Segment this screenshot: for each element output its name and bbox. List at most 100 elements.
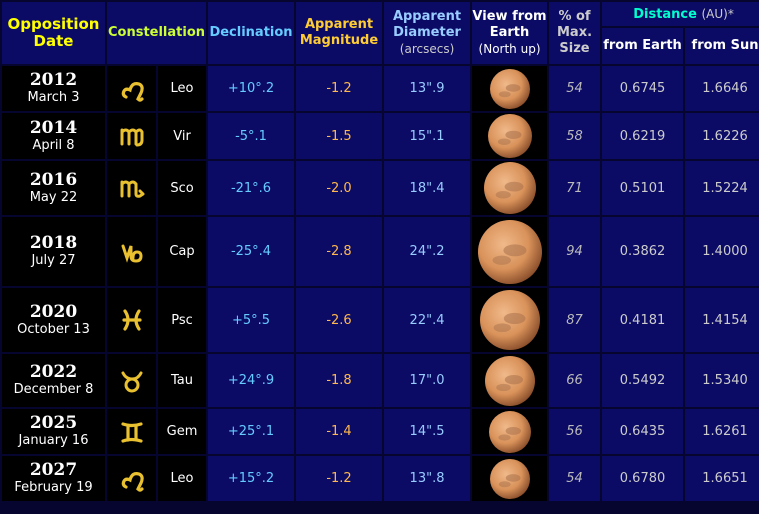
opposition-month-day: July 27 [31,253,76,268]
opposition-date-cell: 2016 May 22 [2,161,105,215]
declination-value: +25°.1 [208,409,295,454]
distance-from-sun-value: 1.6226 [685,113,759,159]
distance-from-earth-value: 0.5101 [602,161,684,215]
declination-value: -5°.1 [208,113,295,159]
header-percent-max-label: % of Max. Size [556,9,593,56]
constellation-symbol-cell [107,456,156,501]
mars-view-cell [472,354,548,407]
declination-value: -25°.4 [208,217,295,286]
header-diameter: Apparent Diameter (arcsecs) [384,2,471,64]
percent-max-value: 66 [549,354,601,407]
header-declination-label: Declination [209,25,293,40]
leo-icon [121,81,144,102]
constellation-symbol-cell [107,409,156,454]
percent-max-value: 87 [549,288,601,352]
mars-disk-icon [487,114,532,158]
opposition-month-day: May 22 [29,189,78,205]
header-percent-max: % of Max. Size [549,2,601,64]
opposition-date-cell: 2018 July 27 [2,217,105,286]
opposition-year: 2025 [29,413,78,433]
declination-value: +5°.5 [208,288,295,352]
distance-from-sun-value: 1.4154 [685,288,759,352]
header-from-earth-label: from Earth [603,38,682,53]
header-distance-unit: (AU)* [701,6,734,21]
opposition-month-day: January 16 [18,433,89,448]
opposition-month-day: October 13 [17,321,90,337]
mars-disk-icon [489,458,530,499]
diameter-value: 13".8 [384,456,471,501]
constellation-abbr: Psc [158,288,207,352]
declination-value: -21°.6 [208,161,295,215]
mars-view-cell [472,113,548,159]
opposition-year: 2012 [29,70,78,90]
opposition-year: 2016 [29,169,78,190]
diameter-value: 13".9 [384,66,471,111]
header-distance-label: Distance [633,6,697,22]
constellation-symbol-cell [107,288,156,352]
constellation-symbol-cell [107,354,156,407]
mars-view-cell [472,409,548,454]
opposition-month-day: February 19 [14,480,93,495]
constellation-abbr: Tau [158,354,207,407]
constellation-symbol-cell [107,161,156,215]
table-row: 2020 October 13 Psc +5°.5 -2.6 22".4 87 0.4181 1… [2,288,759,352]
mars-disk-icon [479,290,540,350]
mars-disk-icon [483,162,536,214]
capricorn-icon [121,244,143,263]
opposition-date-cell: 2027 February 19 [2,456,105,501]
mars-disk-icon [484,355,535,406]
header-diameter-label: Apparent Diameter [392,8,462,40]
percent-max-value: 56 [549,409,601,454]
magnitude-value: -1.5 [296,113,383,159]
constellation-abbr: Sco [158,161,207,215]
header-view-label: View from Earth [472,8,547,40]
diameter-value: 24".2 [384,217,471,286]
table-header: Opposition Date Constellation Declinatio… [2,2,759,64]
distance-from-sun-value: 1.6646 [685,66,759,111]
mars-disk-icon [489,68,530,109]
constellation-abbr: Gem [158,409,207,454]
header-opposition-date: Opposition Date [2,2,105,64]
percent-max-value: 54 [549,456,601,501]
gemini-icon [120,421,143,443]
diameter-value: 15".1 [384,113,471,159]
header-view-note: (North up) [478,41,541,56]
header-diameter-unit: (arcsecs) [399,41,455,56]
opposition-year: 2018 [29,233,78,253]
constellation-abbr: Cap [158,217,207,286]
header-from-sun-label: from Sun [691,38,759,53]
diameter-value: 17".0 [384,354,471,407]
constellation-abbr: Vir [158,113,207,159]
mars-oppositions-table: Opposition Date Constellation Declinatio… [0,0,759,503]
constellation-abbr: Leo [158,66,207,111]
percent-max-value: 94 [549,217,601,286]
opposition-year: 2020 [29,301,78,322]
table-row: 2018 July 27 Cap -25°.4 -2.8 24".2 94 0.3862 1.4… [2,217,759,286]
distance-from-sun-value: 1.5224 [685,161,759,215]
distance-from-sun-value: 1.6651 [685,456,759,501]
opposition-year: 2027 [29,460,78,480]
header-from-earth: from Earth [602,28,684,64]
header-date-label: Opposition Date [7,15,100,50]
opposition-year: 2022 [29,362,78,382]
virgo-icon [120,128,143,147]
table-row: 2012 March 3 Leo +10°.2 -1.2 13".9 54 0.6745 1.6… [2,66,759,111]
opposition-year: 2014 [29,117,78,138]
constellation-symbol-cell [107,66,156,111]
header-constellation-label: Constellation [107,25,206,40]
mars-disk-icon [477,219,542,284]
table-row: 2014 April 8 Vir -5°.1 -1.5 15".1 58 0.6219 1.62… [2,113,759,159]
magnitude-value: -1.2 [296,456,383,501]
declination-value: +15°.2 [208,456,295,501]
distance-from-earth-value: 0.3862 [602,217,684,286]
diameter-value: 18".4 [384,161,471,215]
mars-disk-icon [488,410,531,453]
magnitude-value: -2.6 [296,288,383,352]
magnitude-value: -1.4 [296,409,383,454]
distance-from-sun-value: 1.5340 [685,354,759,407]
distance-from-earth-value: 0.6780 [602,456,684,501]
table-row: 2025 January 16 Gem +25°.1 -1.4 14".5 56 0.6435… [2,409,759,454]
leo-icon [121,471,144,492]
constellation-abbr: Leo [158,456,207,501]
opposition-date-cell: 2022 December 8 [2,354,105,407]
